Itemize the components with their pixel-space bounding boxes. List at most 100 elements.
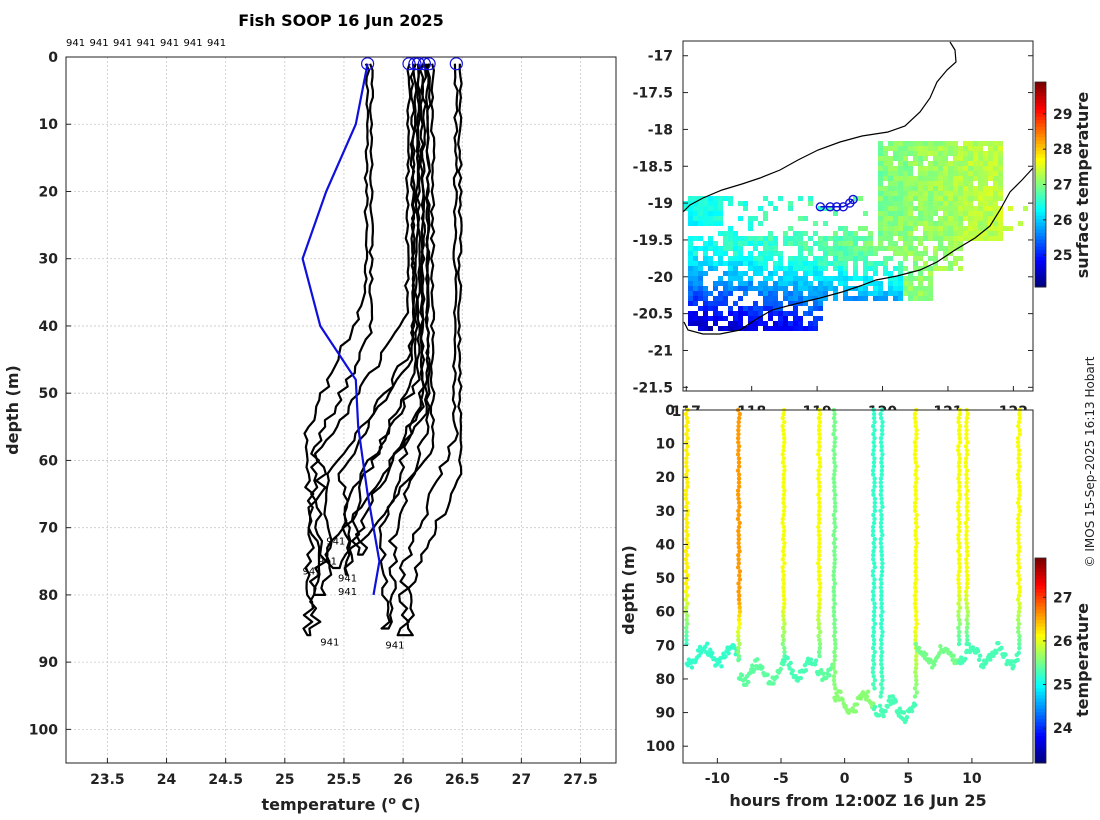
cast-point — [913, 516, 919, 522]
sst-cell — [958, 231, 963, 236]
cast-point — [870, 633, 876, 639]
cast-point — [683, 557, 689, 562]
sst-cell — [803, 296, 808, 301]
sst-cell — [978, 146, 983, 151]
sst-cell — [943, 191, 948, 196]
sst-cell — [888, 191, 893, 196]
cast-point — [736, 637, 741, 643]
sst-cell — [708, 206, 713, 211]
sst-cell — [943, 151, 948, 156]
sst-cell — [983, 151, 988, 156]
cast-point — [684, 593, 690, 598]
cast-point — [879, 661, 884, 667]
sst-cell — [978, 161, 983, 166]
time-ytick-label: 90 — [656, 706, 676, 722]
cast-point — [816, 549, 822, 554]
sst-cell — [923, 166, 928, 171]
cast-point — [1017, 544, 1022, 550]
cast-point — [683, 411, 689, 417]
cast-point — [684, 423, 689, 429]
sst-cell — [928, 201, 933, 206]
cast-point — [1015, 617, 1021, 622]
cast-point — [683, 549, 689, 554]
sst-cell — [818, 296, 823, 301]
sst-cell — [853, 276, 858, 281]
cast-point — [685, 452, 690, 457]
cast-point — [816, 415, 822, 421]
cast-point — [957, 468, 962, 473]
sst-cell — [943, 171, 948, 176]
cast-point — [913, 569, 918, 574]
top-label-row: 941 941 941 941 941 941 941 — [66, 38, 226, 49]
sst-cell — [723, 196, 728, 201]
sst-cell — [778, 326, 783, 331]
sst-cell — [868, 241, 873, 246]
time-xtick-label: -10 — [705, 771, 731, 787]
cast-point — [736, 645, 741, 651]
sst-cell — [963, 196, 968, 201]
sst-cell — [958, 191, 963, 196]
sst-cell — [963, 146, 968, 151]
time-colorbar-swatch — [1035, 646, 1046, 651]
cast-point — [879, 528, 884, 534]
sst-cell — [893, 151, 898, 156]
cast-point — [956, 460, 962, 465]
cast-point — [683, 496, 689, 501]
sst-cell — [703, 216, 708, 221]
sst-cell — [688, 256, 693, 261]
sst-cell — [688, 211, 693, 216]
sst-cell — [963, 176, 968, 181]
sst-cell — [993, 226, 998, 231]
sst-cell — [988, 226, 993, 231]
cast-point — [683, 581, 689, 586]
sst-cell — [713, 246, 718, 251]
cast-point — [872, 508, 878, 514]
cast-point — [879, 617, 885, 622]
surface-temperature-map: 117118119120121122 -17-17.5-18-18.5-19-1… — [633, 40, 1092, 420]
cast-point — [831, 597, 836, 602]
profile-label: 941 — [320, 637, 339, 648]
cast-point — [871, 520, 877, 526]
sst-cell — [938, 246, 943, 251]
sst-cell — [758, 321, 763, 326]
sst-cell — [963, 171, 968, 176]
cast-point — [913, 581, 918, 586]
cast-point — [817, 444, 822, 449]
sst-cell — [813, 241, 818, 246]
sst-cell — [928, 266, 933, 271]
cast-point — [1016, 480, 1022, 485]
cast-point — [832, 649, 837, 655]
sst-cell — [988, 236, 993, 241]
sst-cell — [768, 316, 773, 321]
sst-cell — [768, 311, 773, 316]
sst-cell — [793, 231, 798, 236]
cast-point — [964, 415, 970, 421]
tow-point — [977, 653, 983, 658]
sst-cell — [748, 241, 753, 246]
cast-point — [816, 569, 822, 574]
sst-cell — [983, 201, 988, 206]
sst-cell — [718, 311, 723, 316]
cast-point — [737, 577, 743, 582]
cast-point — [1016, 460, 1022, 465]
cast-point — [832, 682, 837, 687]
sst-cell — [903, 221, 908, 226]
sst-cell — [688, 271, 693, 276]
cast-point — [878, 694, 883, 699]
sst-cell — [773, 311, 778, 316]
cast-point — [879, 657, 884, 663]
sst-cell — [788, 321, 793, 326]
top-label: 941 — [113, 38, 132, 49]
cast-point — [871, 448, 876, 453]
cast-point — [816, 520, 822, 526]
sst-cell — [808, 266, 813, 271]
sst-cell — [973, 211, 978, 216]
sst-cell — [983, 211, 988, 216]
sst-cell — [888, 156, 893, 161]
sst-cell — [898, 171, 903, 176]
sst-cell — [748, 316, 753, 321]
sst-cell — [743, 256, 748, 261]
sst-cell — [738, 311, 743, 316]
cast-point — [913, 419, 918, 425]
cast-point — [879, 589, 884, 594]
